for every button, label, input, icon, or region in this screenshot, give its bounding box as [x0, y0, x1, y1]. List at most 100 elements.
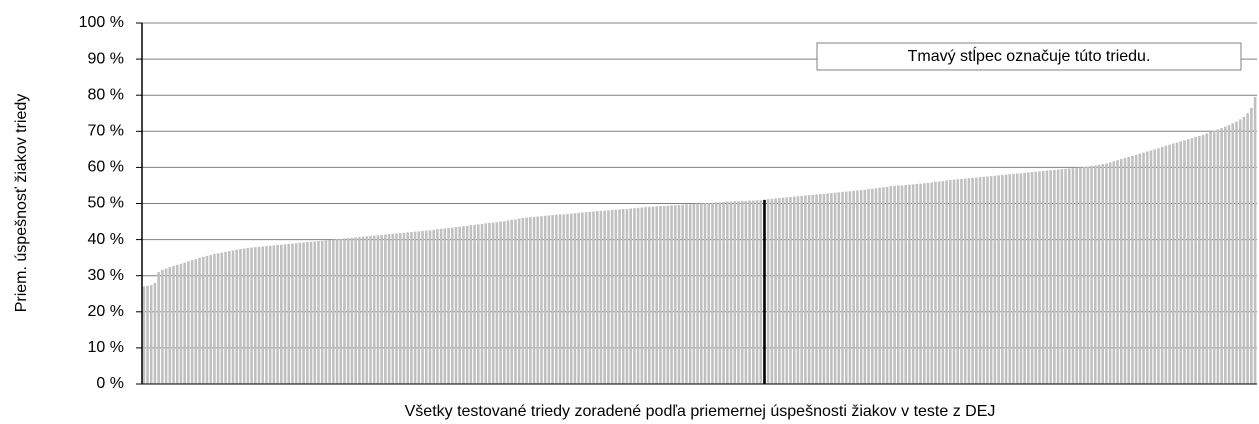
bar [930, 182, 934, 384]
bar [302, 242, 305, 384]
bar [149, 285, 153, 384]
bar [885, 186, 889, 384]
bar [670, 205, 673, 384]
bar [242, 248, 246, 384]
bar [1082, 167, 1086, 384]
bar [220, 252, 224, 384]
bar [1194, 137, 1197, 384]
bar [294, 243, 298, 384]
bar [1172, 143, 1175, 384]
bar [1038, 171, 1041, 384]
bar [543, 215, 547, 384]
bar [436, 229, 439, 384]
bar [566, 213, 569, 384]
bar [1238, 119, 1242, 385]
bar [896, 185, 900, 384]
bar [488, 222, 491, 384]
bar [1116, 160, 1119, 384]
bar [1049, 170, 1052, 384]
bar [205, 255, 209, 384]
bar [503, 221, 506, 384]
bar [372, 235, 376, 384]
bar [168, 267, 172, 384]
bar [923, 183, 926, 384]
bar [161, 269, 164, 384]
bar [956, 179, 960, 384]
bar [1108, 162, 1112, 384]
bar [146, 285, 149, 384]
bar [521, 217, 525, 384]
bar [272, 245, 276, 384]
bar [1030, 172, 1034, 384]
bar [235, 249, 239, 384]
bar [477, 224, 480, 384]
bar [514, 219, 517, 384]
bar [547, 215, 551, 384]
bar [673, 205, 677, 384]
bar [971, 177, 974, 384]
bar [1216, 129, 1220, 384]
bar [1086, 166, 1090, 384]
bar [766, 199, 770, 384]
bar [354, 237, 357, 384]
bar [495, 222, 499, 384]
bar [1027, 172, 1030, 384]
bar [707, 203, 711, 384]
bar [443, 228, 447, 384]
bar [254, 247, 257, 384]
bar [517, 218, 521, 384]
bar [900, 185, 904, 384]
bar [852, 190, 855, 384]
bar [194, 259, 198, 384]
bar [172, 265, 175, 384]
bar [986, 176, 989, 384]
bar [391, 233, 395, 384]
bar [1105, 163, 1108, 384]
bar [1138, 153, 1142, 384]
bar [1157, 148, 1160, 384]
bar [569, 213, 573, 384]
bar [231, 250, 235, 384]
bar [960, 178, 963, 384]
y-tick-label: 100 % [79, 14, 124, 31]
bar [662, 206, 666, 384]
bar [982, 176, 986, 384]
bar [796, 196, 800, 384]
bar [1001, 174, 1004, 384]
bar [621, 208, 625, 384]
bar [1198, 135, 1201, 384]
bar [361, 236, 365, 384]
bar [227, 251, 231, 384]
bar [681, 204, 685, 384]
bar [874, 188, 878, 384]
bar [246, 247, 250, 384]
bar [744, 200, 748, 384]
bar [945, 180, 948, 384]
bar [469, 225, 473, 384]
bar [529, 217, 532, 384]
bar [506, 220, 510, 384]
y-axis-label: Priem. úspešnosť žiakov triedy [13, 94, 30, 313]
bar [465, 225, 469, 384]
bar [1064, 168, 1067, 384]
bar [1071, 168, 1075, 384]
bar [532, 216, 536, 384]
bar [700, 203, 703, 384]
bar [785, 197, 789, 384]
bar [926, 182, 930, 384]
bar [350, 237, 354, 384]
bar [280, 244, 283, 384]
bar [413, 231, 417, 384]
bar [339, 238, 343, 384]
bar [859, 190, 863, 384]
bar [792, 196, 796, 384]
bar [607, 210, 610, 384]
bar [975, 177, 978, 384]
bar [963, 178, 967, 384]
bar [551, 215, 554, 384]
bar [346, 238, 350, 384]
bar [729, 201, 733, 384]
bar [614, 209, 618, 384]
bar [432, 229, 436, 384]
